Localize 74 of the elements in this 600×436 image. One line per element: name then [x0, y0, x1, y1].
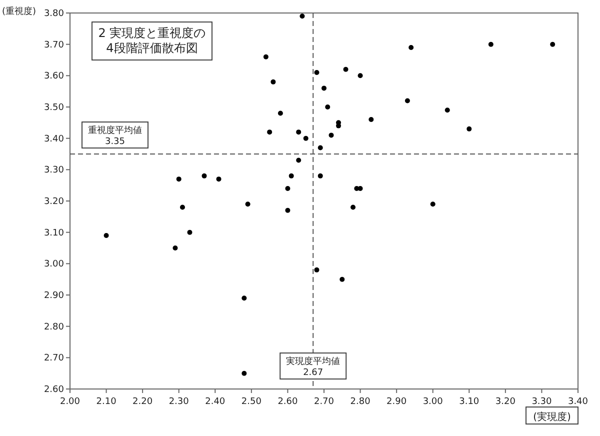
y-axis-title: (重視度) [2, 6, 36, 17]
point [202, 173, 207, 178]
point [358, 73, 363, 78]
x-tick-label: 2.50 [241, 397, 262, 407]
x-tick-label: 2.10 [96, 397, 117, 407]
point [242, 370, 247, 376]
text: 2 実現度と重視度の 4段階評価散布図 [98, 26, 206, 55]
point [172, 246, 178, 250]
point [325, 104, 330, 110]
point [404, 98, 410, 104]
point [278, 110, 283, 116]
x-tick-label: 3.40 [568, 397, 588, 407]
point [270, 79, 276, 84]
x-tick-label: 2.00 [60, 397, 80, 407]
y-tick-label: 2.70 [44, 354, 64, 364]
point [466, 126, 472, 132]
x-axis-title: (実現度) [533, 411, 571, 423]
point [296, 130, 302, 135]
point [358, 186, 363, 191]
y-tick-label: 2.60 [44, 385, 64, 395]
point [408, 44, 414, 50]
x-tick-label: 3.20 [495, 397, 516, 407]
x-tick-label: 2.90 [386, 397, 407, 407]
point [187, 230, 192, 235]
point [343, 66, 348, 72]
x-tick-label: 2.20 [132, 397, 153, 407]
point [340, 276, 345, 282]
point [314, 267, 320, 272]
point [322, 86, 326, 91]
point [314, 70, 320, 76]
x-tick-label: 3.00 [422, 397, 444, 407]
y-tick-label: 2.90 [44, 291, 64, 301]
x-tick-label: 2.70 [314, 397, 334, 407]
x-tick-label: 3.10 [459, 397, 480, 407]
point [350, 204, 356, 210]
point [300, 14, 305, 19]
y-tick-label: 3.80 [44, 9, 64, 19]
point [318, 145, 323, 150]
y-tick-label: 3.50 [44, 103, 64, 113]
ref-line-label: 実現度平均値 2.67 [286, 356, 340, 378]
y-tick-label: 3.00 [44, 260, 64, 270]
point [430, 202, 436, 207]
point [176, 176, 182, 182]
point [288, 173, 294, 178]
x-tick-label: 2.40 [205, 397, 226, 407]
x-tick-label: 2.30 [168, 397, 190, 407]
x-tick-label: 2.60 [278, 397, 298, 407]
y-tick-label: 3.70 [44, 40, 64, 50]
point [242, 296, 247, 301]
point [550, 42, 556, 47]
y-tick-label: 2.80 [44, 322, 64, 332]
y-tick-label: 3.10 [44, 228, 64, 238]
point [285, 186, 290, 191]
point [368, 117, 374, 122]
point [104, 232, 109, 238]
y-tick-label: 3.40 [44, 134, 64, 144]
point [285, 208, 290, 213]
point [444, 108, 450, 113]
x-tick-label: 2.80 [350, 397, 371, 407]
y-tick-label: 3.60 [44, 72, 64, 82]
point [303, 136, 308, 141]
point [488, 42, 494, 47]
point [216, 176, 222, 182]
point [328, 132, 334, 138]
point [318, 173, 323, 178]
ref-line-label: 重視度平均値 3.35 [88, 125, 142, 147]
x-tick-label: 3.30 [532, 397, 552, 407]
point [245, 202, 250, 207]
y-tick-label: 3.20 [44, 197, 64, 207]
point [296, 158, 302, 163]
point [263, 54, 268, 60]
y-tick-label: 3.30 [44, 166, 64, 176]
point [267, 130, 272, 135]
point [180, 204, 185, 210]
